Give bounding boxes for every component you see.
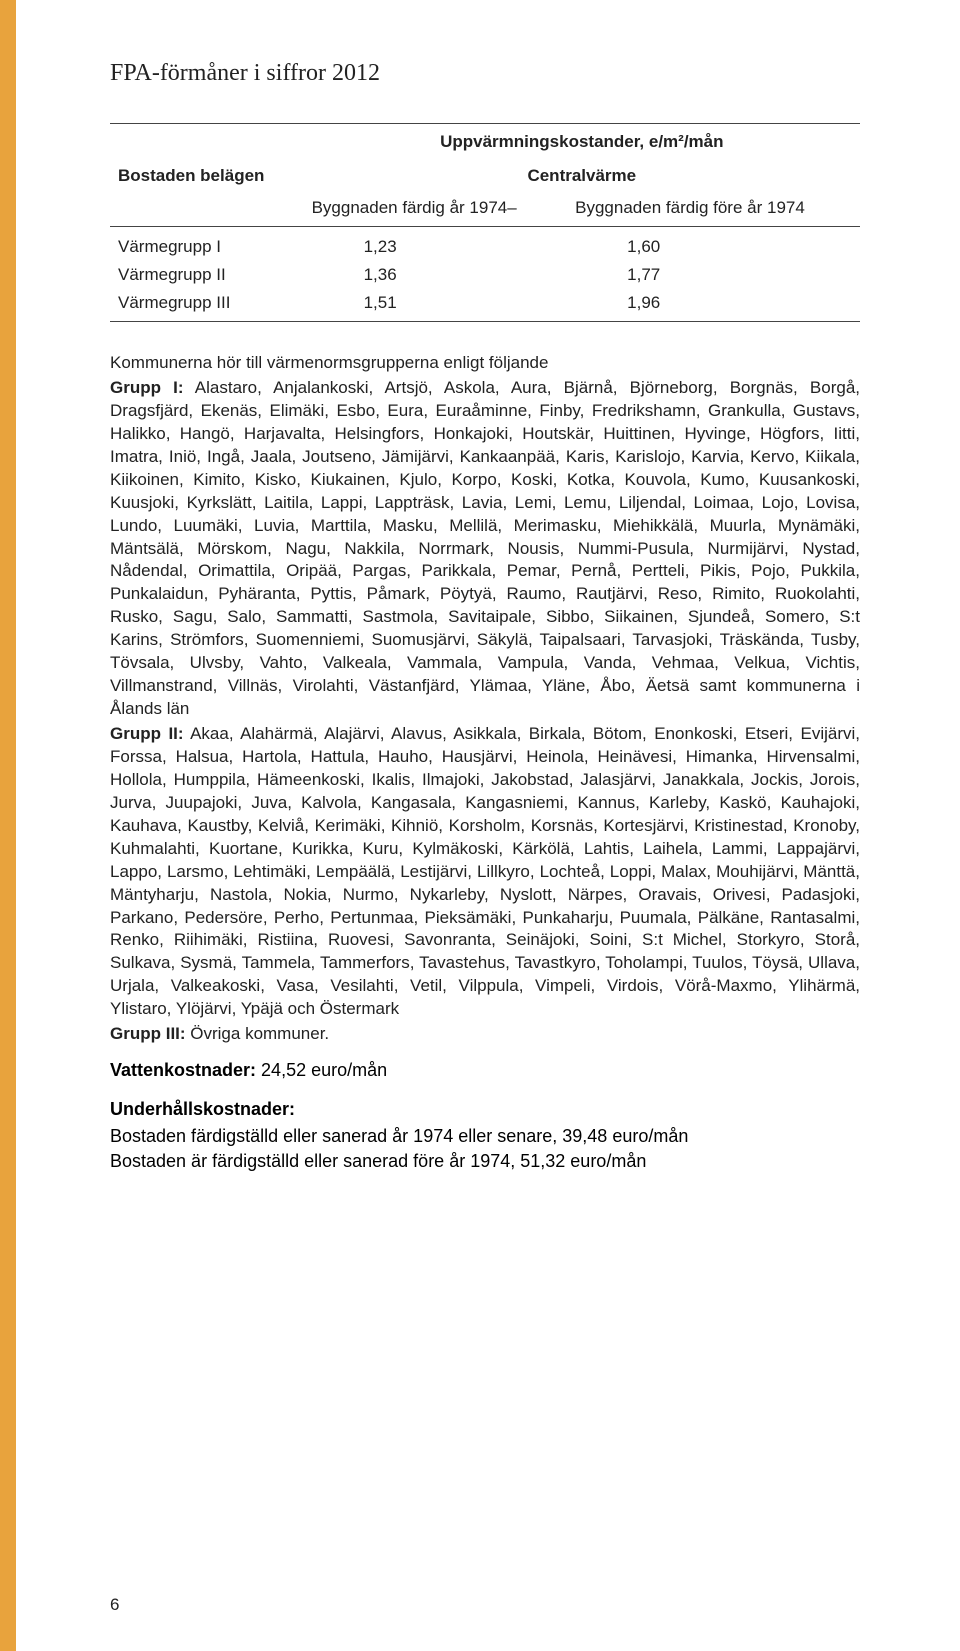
page-title: FPA-förmåner i siffror 2012 <box>110 60 860 87</box>
table-row: Värmegrupp III 1,51 1,96 <box>110 289 860 322</box>
group3-paragraph: Grupp III: Övriga kommuner. <box>110 1023 860 1046</box>
row-value: 1,60 <box>567 227 860 262</box>
row-value: 1,23 <box>304 227 568 262</box>
row-label: Värmegrupp III <box>110 289 304 322</box>
group1-text: Alastaro, Anjalankoski, Artsjö, Askola, … <box>110 378 860 718</box>
table-row: Värmegrupp II 1,36 1,77 <box>110 261 860 289</box>
table-header-center: Centralvärme <box>304 158 860 192</box>
row-value: 1,77 <box>567 261 860 289</box>
table-header-left: Bostaden belägen <box>110 158 304 192</box>
underhall-line2: Bostaden är färdigställd eller sanerad f… <box>110 1149 860 1174</box>
vatten-label: Vattenkostnader: <box>110 1060 256 1080</box>
page-content: FPA-förmåner i siffror 2012 Uppvärmnings… <box>0 0 960 1215</box>
group1-paragraph: Grupp I: Alastaro, Anjalankoski, Artsjö,… <box>110 377 860 721</box>
table-col2-header: Byggnaden färdig år 1974– <box>304 192 568 227</box>
page-number: 6 <box>110 1595 119 1615</box>
group2-paragraph: Grupp II: Akaa, Alahärmä, Alajärvi, Alav… <box>110 723 860 1021</box>
row-label: Värmegrupp I <box>110 227 304 262</box>
intro-line: Kommunerna hör till värmenormsgrupperna … <box>110 352 860 375</box>
heating-cost-table: Uppvärmningskostander, e/m²/mån Bostaden… <box>110 123 860 322</box>
row-value: 1,36 <box>304 261 568 289</box>
group2-text: Akaa, Alahärmä, Alajärvi, Alavus, Asikka… <box>110 724 860 1018</box>
underhall-heading: Underhållskostnader: <box>110 1099 860 1120</box>
table-header-empty <box>110 124 304 159</box>
group3-text: Övriga kommuner. <box>186 1024 330 1043</box>
group2-label: Grupp II: <box>110 724 184 743</box>
table-row: Värmegrupp I 1,23 1,60 <box>110 227 860 262</box>
underhall-line1: Bostaden färdigställd eller sanerad år 1… <box>110 1124 860 1149</box>
row-label: Värmegrupp II <box>110 261 304 289</box>
group3-label: Grupp III: <box>110 1024 186 1043</box>
table-col3-header: Byggnaden färdig före år 1974 <box>567 192 860 227</box>
underhall-block: Bostaden färdigställd eller sanerad år 1… <box>110 1124 860 1174</box>
water-cost-line: Vattenkostnader: 24,52 euro/mån <box>110 1060 860 1081</box>
table-subhead-empty <box>110 192 304 227</box>
body-text-block: Kommunerna hör till värmenormsgrupperna … <box>110 352 860 1046</box>
group1-label: Grupp I: <box>110 378 184 397</box>
row-value: 1,96 <box>567 289 860 322</box>
left-accent-bar <box>0 0 16 1651</box>
row-value: 1,51 <box>304 289 568 322</box>
table-header-span: Uppvärmningskostander, e/m²/mån <box>304 124 860 159</box>
vatten-value: 24,52 euro/mån <box>256 1060 387 1080</box>
